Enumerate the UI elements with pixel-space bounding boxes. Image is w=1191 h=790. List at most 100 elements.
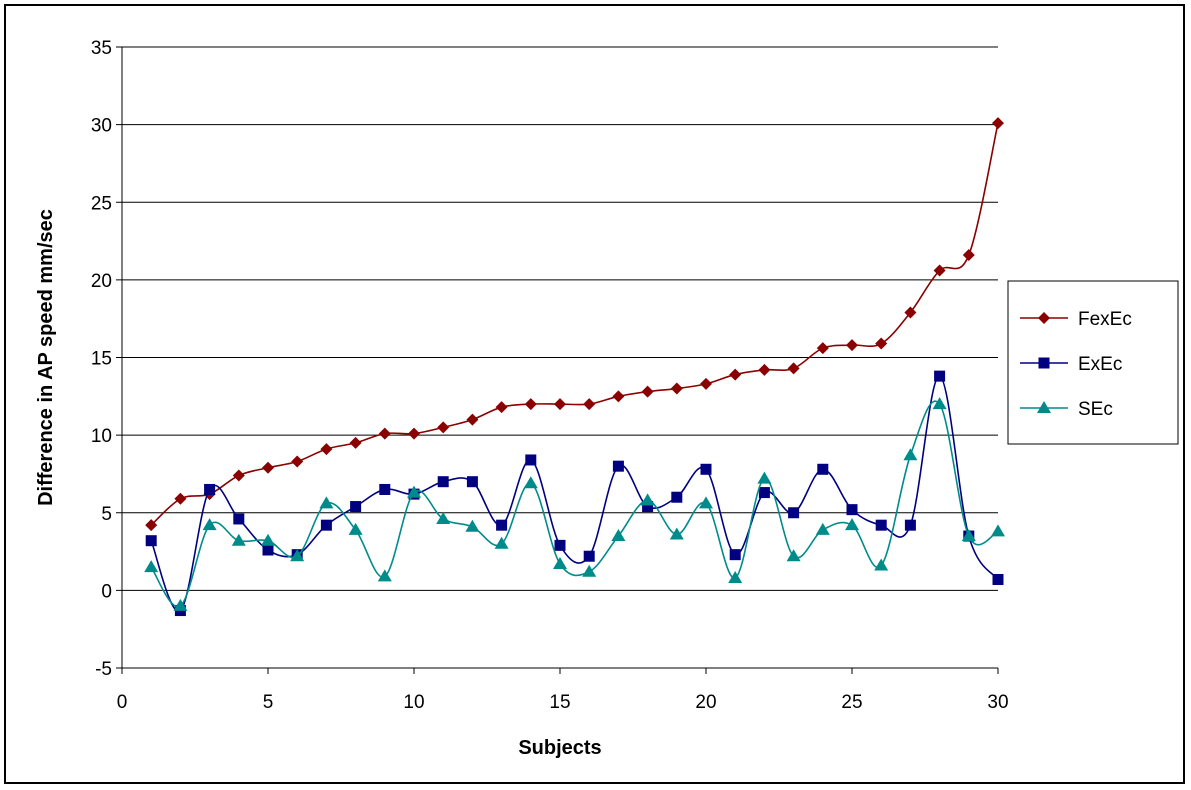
data-point-sec <box>582 564 597 577</box>
data-point-fexec <box>933 264 946 277</box>
data-point-exec <box>233 513 245 525</box>
data-point-fexec <box>174 492 187 505</box>
y-tick-label: 25 <box>91 193 112 214</box>
data-point-fexec <box>378 427 391 440</box>
data-point-exec <box>554 539 566 551</box>
data-point-exec <box>729 549 741 561</box>
x-tick-label: 0 <box>117 692 128 713</box>
series-fexec <box>145 117 1004 532</box>
legend-marker-sec <box>1037 401 1051 413</box>
data-point-sec <box>348 522 363 535</box>
data-point-sec <box>699 496 713 509</box>
data-point-fexec <box>670 382 683 395</box>
y-tick-label: 30 <box>91 116 112 137</box>
data-point-fexec <box>466 413 479 426</box>
data-point-sec <box>845 518 859 531</box>
data-point-exec <box>466 476 478 488</box>
data-point-fexec <box>729 368 742 381</box>
data-point-exec <box>875 519 887 531</box>
legend-item-sec: SEc <box>1020 399 1113 420</box>
y-tick-label: 10 <box>91 426 112 447</box>
data-point-sec <box>231 533 246 546</box>
data-point-sec <box>494 536 509 549</box>
legend-label-sec: SEc <box>1078 399 1113 420</box>
series-sec <box>144 397 1005 611</box>
x-tick-label: 25 <box>841 692 862 713</box>
data-point-fexec <box>291 455 304 468</box>
data-point-sec <box>173 598 188 611</box>
legend-marker-exec <box>1038 357 1050 369</box>
y-tick-label: -5 <box>95 659 112 680</box>
data-point-exec <box>642 501 654 513</box>
data-point-fexec <box>437 421 450 434</box>
data-point-exec <box>379 483 391 495</box>
data-point-fexec <box>232 469 245 482</box>
data-point-fexec <box>641 385 654 398</box>
legend-label-fexec: FexEc <box>1078 309 1132 330</box>
data-point-fexec <box>962 249 975 262</box>
x-tick-label: 20 <box>695 692 716 713</box>
data-point-fexec <box>408 427 420 440</box>
data-point-fexec <box>524 398 537 411</box>
x-tick-label: 15 <box>549 692 570 713</box>
data-point-sec <box>144 560 159 573</box>
data-point-fexec <box>612 390 625 403</box>
data-point-exec <box>846 504 858 516</box>
data-point-exec <box>788 507 800 519</box>
data-point-fexec <box>846 339 858 352</box>
data-point-sec <box>815 522 830 535</box>
data-point-sec <box>757 471 772 484</box>
y-tick-label: 5 <box>101 504 112 525</box>
data-point-exec <box>671 491 683 503</box>
data-point-exec <box>904 519 916 531</box>
data-point-fexec <box>495 401 508 414</box>
data-point-sec <box>903 448 918 461</box>
x-axis-title: Subjects <box>518 737 601 759</box>
data-point-sec <box>465 519 480 532</box>
data-point-fexec <box>904 306 917 319</box>
data-point-sec <box>874 558 889 571</box>
data-point-fexec <box>758 363 771 376</box>
data-point-exec <box>700 463 712 475</box>
series-group <box>144 117 1005 617</box>
data-point-exec <box>204 483 216 495</box>
data-point-sec <box>611 529 626 542</box>
chart-frame <box>4 4 1185 784</box>
data-point-sec <box>640 493 655 506</box>
legend-marker-fexec <box>1038 312 1050 324</box>
data-point-fexec <box>349 436 362 449</box>
data-point-sec <box>377 569 392 582</box>
x-tick-label: 5 <box>263 692 274 713</box>
data-point-exec <box>496 519 508 531</box>
data-point-exec <box>817 463 829 475</box>
legend: FexEc ExEc SEc <box>1007 280 1179 445</box>
data-point-exec <box>262 544 274 556</box>
data-point-fexec <box>700 377 712 390</box>
data-point-fexec <box>992 117 1004 130</box>
data-point-sec <box>261 533 275 546</box>
legend-label-exec: ExEc <box>1078 354 1122 375</box>
data-point-sec <box>786 549 801 562</box>
data-point-exec <box>145 535 157 547</box>
series-exec <box>145 370 1004 617</box>
data-point-sec <box>319 496 334 509</box>
data-point-sec <box>523 476 538 489</box>
y-tick-label: 20 <box>91 271 112 292</box>
data-point-fexec <box>583 398 596 411</box>
data-point-fexec <box>787 362 800 375</box>
y-tick-label: 35 <box>91 38 112 59</box>
gridlines <box>122 46 998 591</box>
data-point-exec <box>525 454 537 466</box>
data-point-exec <box>320 519 332 531</box>
data-point-sec <box>407 485 421 498</box>
y-axis-title: Difference in AP speed mm/sec <box>35 209 57 506</box>
data-point-sec <box>202 518 217 531</box>
data-point-exec <box>992 574 1004 586</box>
legend-item-exec: ExEc <box>1020 354 1122 375</box>
data-point-exec <box>437 476 449 488</box>
data-point-sec <box>961 529 976 542</box>
data-point-exec <box>612 460 624 472</box>
data-point-fexec <box>875 337 888 350</box>
legend-item-fexec: FexEc <box>1020 309 1132 330</box>
